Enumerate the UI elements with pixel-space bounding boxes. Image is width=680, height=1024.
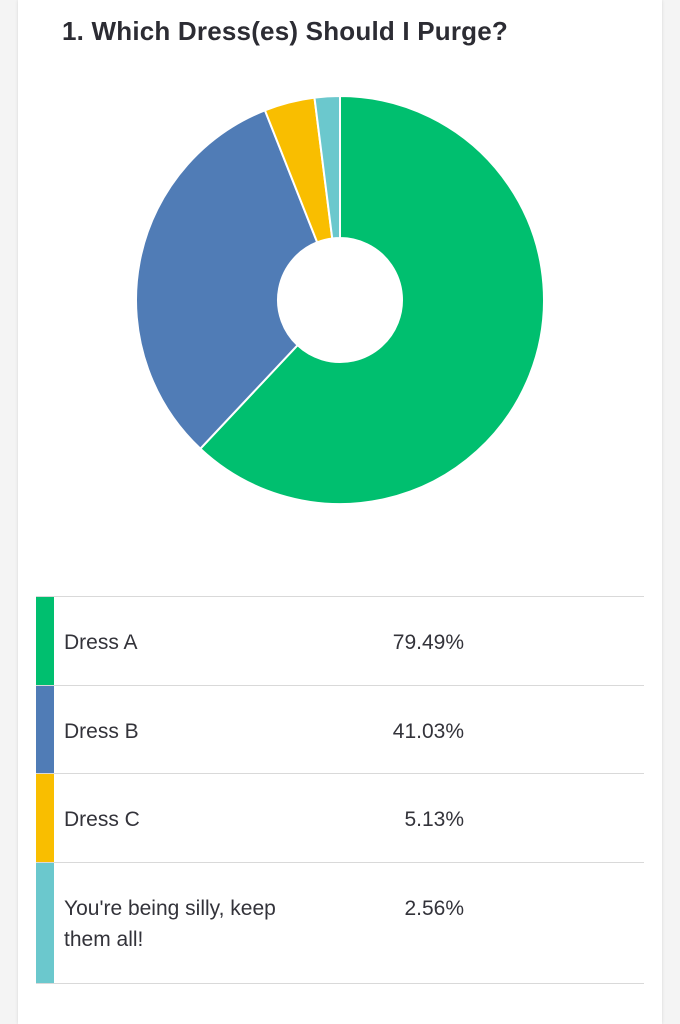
pie-slice-4 (313, 94, 341, 240)
pie-slice-2 (135, 109, 319, 451)
legend-swatch (36, 863, 54, 983)
legend-swatch (36, 597, 54, 685)
question-title: 1. Which Dress(es) Should I Purge? (62, 16, 508, 46)
legend-row: Dress A 79.49% (36, 596, 644, 685)
donut-chart (135, 94, 545, 505)
legend-value: 79.49% (392, 631, 464, 654)
legend-label: Dress B (64, 720, 139, 743)
legend-table: Dress A 79.49% Dress B 41.03% Dress C 5.… (36, 596, 644, 984)
legend-value: 2.56% (404, 897, 464, 920)
legend-value: 41.03% (392, 720, 464, 743)
legend-swatch (36, 686, 54, 773)
pie-slice-1 (198, 94, 545, 505)
legend-row: You're being silly, keep them all! 2.56% (36, 862, 644, 984)
question-card: 1. Which Dress(es) Should I Purge? Dress… (18, 0, 662, 1024)
legend-label: Dress C (64, 808, 140, 831)
legend-label: You're being silly, keep them all! (64, 897, 276, 951)
legend-row: Dress C 5.13% (36, 773, 644, 862)
legend-value: 5.13% (404, 808, 464, 831)
legend-label: Dress A (64, 631, 138, 654)
legend-swatch (36, 774, 54, 862)
legend-row: Dress B 41.03% (36, 685, 644, 773)
